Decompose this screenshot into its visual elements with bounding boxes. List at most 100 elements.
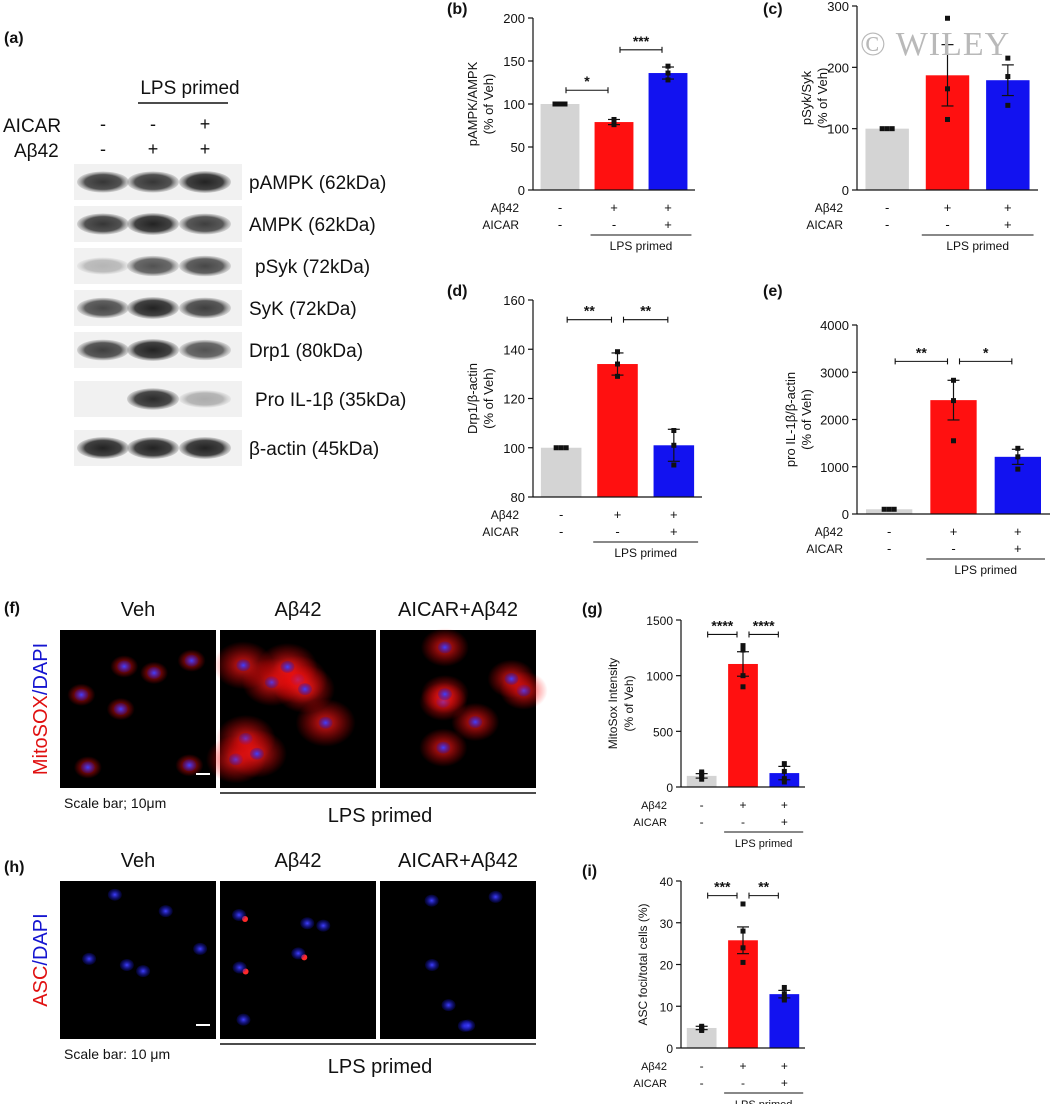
row-label-ab42: Aβ42: [641, 1061, 667, 1073]
y-tick-label: 0: [666, 781, 673, 795]
chart-e: (e) 0 1000 2000 3000 4000 pro IL-1β/β-actin (% …: [763, 283, 1050, 577]
cell-nucleus: [82, 952, 97, 965]
cell-nucleus: [425, 958, 440, 971]
data-point: [557, 101, 563, 107]
sig-label: **: [758, 879, 769, 895]
blot-band: [179, 255, 231, 277]
micrograph-image: [220, 881, 376, 1039]
ab42-sign: -: [885, 200, 889, 215]
y-tick-label: 500: [653, 725, 673, 739]
aicar-sign: -: [615, 524, 619, 539]
aicar-sign: -: [951, 541, 955, 556]
row-label-aicar: AICAR: [482, 525, 519, 539]
y-tick-label: 40: [660, 875, 674, 889]
blot-band: [77, 171, 129, 193]
data-point: [671, 462, 677, 468]
cell-nucleus: [461, 1019, 476, 1032]
data-point: [781, 776, 787, 782]
aicar-sign: +: [1014, 541, 1022, 556]
lps-primed-label: LPS primed: [954, 563, 1017, 577]
y-tick-label: 140: [503, 342, 525, 357]
cell-nucleus: [236, 1013, 251, 1026]
data-point: [884, 126, 890, 132]
data-point: [879, 126, 885, 132]
data-point: [889, 126, 895, 132]
y-axis-label: pro IL-1β/β-actin: [783, 372, 798, 467]
y-tick-label: 100: [503, 441, 525, 456]
band-label: SyK (72kDa): [249, 299, 357, 320]
cell-nucleus: [297, 683, 312, 696]
bar: [597, 364, 638, 497]
y-tick-label: 3000: [820, 365, 849, 380]
image-header: Veh: [121, 850, 155, 872]
panel-letter: (i): [582, 863, 597, 880]
cell-nucleus: [291, 947, 306, 960]
row-label-aicar: AICAR: [806, 218, 843, 232]
ab42-sign: -: [887, 524, 891, 539]
blot-band: [77, 257, 129, 275]
data-point: [553, 445, 559, 451]
cell-nucleus: [182, 759, 197, 772]
panel-letter: (b): [447, 1, 467, 18]
image-header: AICAR+Aβ42: [398, 850, 518, 872]
sig-label: **: [916, 344, 927, 360]
row-label-ab42: Aβ42: [491, 508, 520, 522]
band-label: Pro IL-1β (35kDa): [255, 390, 406, 411]
panel-letter: (e): [763, 283, 783, 300]
data-point: [740, 684, 746, 690]
data-point: [781, 779, 787, 785]
stain-label: MitoSOX/DAPI: [30, 643, 52, 775]
row-label-ab42: Aβ42: [641, 800, 667, 812]
cell-nucleus: [232, 961, 247, 974]
y-tick-label: 160: [503, 293, 525, 308]
blot-band: [127, 171, 179, 193]
data-point: [665, 77, 671, 83]
cell-nucleus: [441, 999, 456, 1012]
stain-label: ASC/DAPI: [30, 913, 52, 1006]
y-tick-label: 50: [511, 140, 525, 155]
aicar-sign: +: [781, 1076, 788, 1090]
cell-nucleus: [232, 909, 247, 922]
cell-nucleus: [424, 894, 439, 907]
aicar-sign: -: [700, 1076, 704, 1090]
y-tick-label: 100: [503, 97, 525, 112]
data-point: [781, 768, 787, 774]
y-tick-label: 0: [666, 1042, 673, 1056]
data-point: [611, 122, 617, 128]
y-tick-label: 200: [827, 60, 849, 75]
bar: [594, 122, 634, 190]
bar: [728, 663, 758, 787]
data-point: [945, 86, 950, 92]
blot-band: [127, 388, 179, 410]
y-tick-label: 0: [842, 507, 849, 522]
image-header: Aβ42: [274, 599, 321, 621]
blot-band: [179, 390, 231, 408]
data-point: [558, 445, 564, 451]
y-tick-label: 30: [660, 917, 674, 931]
blot-band: [179, 339, 231, 361]
data-point: [1015, 454, 1021, 460]
image-header: AICAR+Aβ42: [398, 599, 518, 621]
ab42-sign: +: [781, 1059, 788, 1073]
row-label-ab42: Aβ42: [491, 201, 520, 215]
blot-band: [77, 339, 129, 361]
bar: [994, 456, 1041, 514]
lps-primed-label: LPS primed: [328, 805, 433, 827]
bar: [540, 104, 580, 190]
lps-primed-label: LPS primed: [614, 546, 677, 560]
lps-primed-label-a: LPS primed: [140, 78, 239, 99]
row-label-aicar: AICAR: [633, 1078, 667, 1090]
cell-nucleus: [193, 942, 208, 955]
data-point: [945, 15, 950, 21]
y-tick-label: 80: [511, 490, 525, 505]
y-tick-label: 20: [660, 959, 674, 973]
stain-red: ASC: [30, 966, 52, 1007]
cell-nucleus: [437, 688, 452, 701]
y-axis-label: (% of Veh): [622, 675, 636, 731]
chart-d: (d) 80 100 120 140 160 Drp1/β-actin (% of Veh) *…: [447, 283, 702, 560]
lps-primed-label: LPS primed: [946, 239, 1009, 253]
stain-red: MitoSOX: [30, 695, 52, 775]
data-point: [611, 116, 617, 122]
